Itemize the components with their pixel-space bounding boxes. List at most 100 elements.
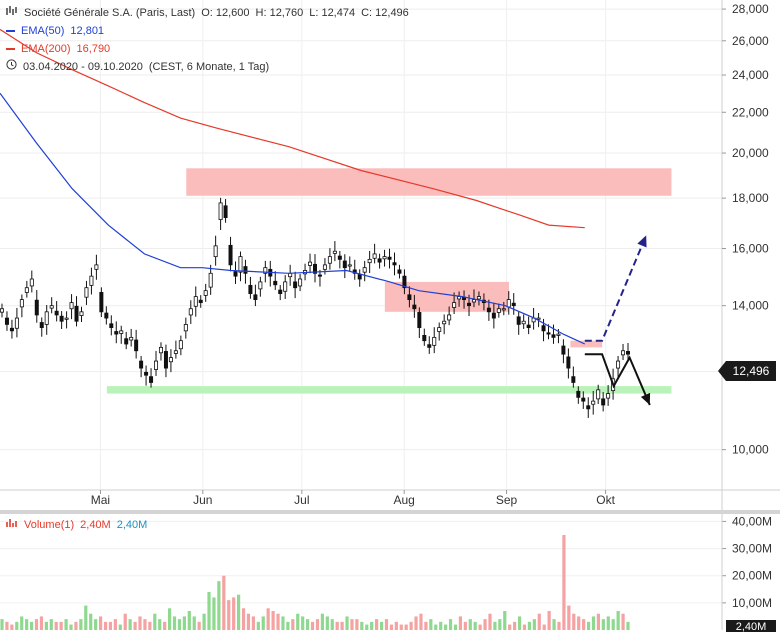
y-tick-label: 22,000 <box>732 105 769 119</box>
resistance-zone <box>570 340 603 348</box>
candle-body <box>471 299 476 303</box>
last-volume-tag: 2,40M <box>726 620 776 632</box>
date-range: 03.04.2020 - 09.10.2020 <box>23 61 143 73</box>
volume-bar <box>94 619 98 630</box>
candle-body <box>59 315 64 322</box>
volume-bar <box>10 624 14 630</box>
candle-body <box>442 320 447 325</box>
candles <box>0 197 631 418</box>
candle-body <box>178 340 183 350</box>
volume-bar <box>325 616 329 630</box>
volume-bar <box>0 619 4 630</box>
ema50-legend[interactable]: EMA(50) 12,801 <box>6 22 409 40</box>
volume-bar <box>163 621 167 630</box>
volume-icon <box>6 518 18 531</box>
instrument-title: Société Générale S.A. (Paris, Last) <box>24 7 196 19</box>
candle-body <box>626 351 631 355</box>
volume-bar <box>379 621 384 630</box>
volume-bar <box>527 621 532 630</box>
candle-body <box>327 256 332 264</box>
volume-bar <box>54 621 58 630</box>
volume-tick-label: 10,00M <box>732 596 772 610</box>
volume-bar <box>276 613 280 630</box>
volume-bar <box>118 624 122 630</box>
candle-body <box>14 317 19 329</box>
volume-bar <box>419 613 423 630</box>
volume-bar <box>5 621 9 630</box>
volume-bar <box>355 619 359 630</box>
candle-body <box>173 350 178 354</box>
candle-body <box>347 264 352 267</box>
candle-body <box>586 405 591 410</box>
candle-body <box>109 323 114 329</box>
volume-bar <box>34 619 39 630</box>
candle-body <box>337 255 342 260</box>
volume-bar <box>306 619 310 630</box>
volume-bar <box>444 624 448 630</box>
candle-body <box>223 205 228 218</box>
volume-bar <box>128 619 132 630</box>
candle-body <box>541 325 546 332</box>
volume-bar <box>256 621 260 630</box>
candle-body <box>322 264 327 270</box>
volume-bar <box>439 621 443 630</box>
ema200-legend[interactable]: EMA(200) 16,790 <box>6 40 409 58</box>
volume-bar <box>606 616 610 630</box>
ema50-value: 12,801 <box>70 25 105 37</box>
candle-body <box>54 310 59 316</box>
volume-bar <box>330 619 334 630</box>
volume-bar <box>217 581 221 630</box>
volume-bar <box>315 619 320 630</box>
candle-body <box>44 311 49 325</box>
forecast-bear-arrowhead <box>640 392 651 405</box>
candle-body <box>283 281 288 292</box>
candle-body <box>4 317 9 325</box>
volume-bar <box>222 575 226 630</box>
candle-body <box>64 317 69 320</box>
volume-bar <box>197 621 201 630</box>
ema-lines <box>0 28 586 345</box>
candle-body <box>621 350 626 356</box>
candle-body <box>377 258 382 263</box>
last-price-tag: 12,496 <box>718 361 776 381</box>
ema200-swatch <box>6 48 15 50</box>
volume-bar <box>547 611 551 630</box>
low-value: L: 12,474 <box>309 7 356 19</box>
candle-body <box>99 292 104 313</box>
candle-body <box>556 333 561 336</box>
candle-body <box>168 357 173 363</box>
volume-bar <box>360 621 364 630</box>
candle-body <box>104 312 109 319</box>
candle-body <box>536 317 541 320</box>
candle-body <box>566 356 571 369</box>
volume-bar <box>286 621 290 630</box>
x-tick-label: Mai <box>91 493 110 507</box>
volume-bar <box>335 621 339 630</box>
forecast-bull-arrowhead <box>637 235 647 248</box>
volume-bar <box>409 621 413 630</box>
volume-bar <box>158 619 162 630</box>
volume-bar <box>301 616 305 630</box>
volume-bar <box>177 619 182 630</box>
candle-body <box>19 299 24 308</box>
candle-body <box>357 274 362 280</box>
candle-body <box>163 351 168 369</box>
candle-body <box>139 360 144 369</box>
candle-body <box>571 376 576 383</box>
panel-separator <box>0 510 780 514</box>
candle-body <box>516 316 521 325</box>
candle-body <box>427 344 432 348</box>
volume-bar <box>108 621 113 630</box>
volume-bar <box>172 616 177 630</box>
volume-bar <box>182 616 186 630</box>
volume-bar <box>49 619 53 630</box>
volume-bar <box>389 624 394 630</box>
volume-bar <box>434 624 438 630</box>
forecast-arrows <box>584 235 651 406</box>
resistance-zone <box>186 168 672 196</box>
volume-bar <box>601 619 605 630</box>
chart-type-icon[interactable] <box>6 4 18 22</box>
volume-bar <box>488 613 492 630</box>
